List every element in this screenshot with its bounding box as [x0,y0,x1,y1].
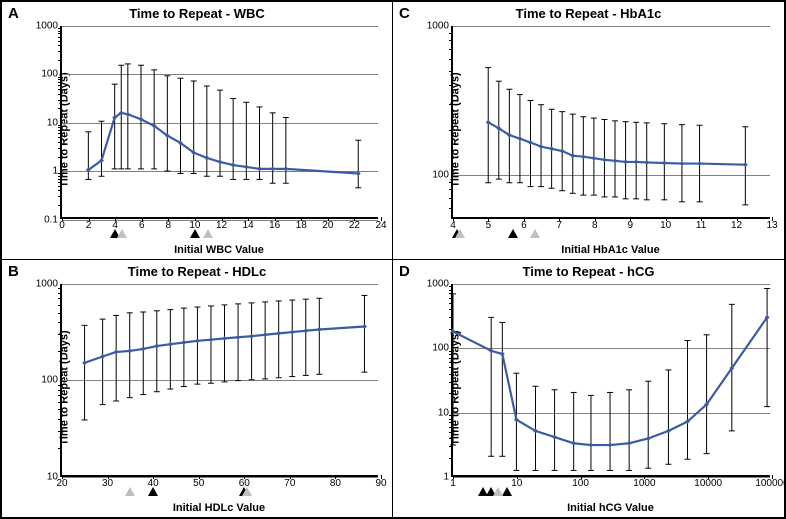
x-tick-label: 8 [592,220,598,231]
gridline [453,477,770,478]
y-tick-label: 10 [438,407,449,418]
x-tick-label: 1 [450,478,456,489]
x-axis-label: Initial HbA1c Value [451,244,770,256]
x-tick-label: 18 [296,220,307,231]
x-tick-label: 9 [627,220,633,231]
reference-marker-open-icon [530,229,540,238]
reference-marker-icon [190,229,200,238]
panel-title: Time to Repeat - WBC [2,6,392,21]
x-tick-label: 5 [486,220,492,231]
y-tick-label: 1000 [427,278,449,289]
reference-marker-open-icon [125,487,135,496]
x-tick-label: 30 [102,478,113,489]
x-tick-label: 8 [166,220,172,231]
x-tick-label: 10000 [694,478,722,489]
x-axis-label: Initial HDLc Value [60,502,378,514]
plot-area: 1101001000110100100010000100000 [451,284,770,478]
reference-marker-icon [502,487,512,496]
x-tick-label: 80 [330,478,341,489]
x-tick-label: 16 [269,220,280,231]
y-tick-label: 100 [41,69,58,80]
plot-area: 0.11101001000024681012141618202224 [60,26,378,219]
x-tick-label: 6 [139,220,145,231]
y-tick-label: 100 [432,169,449,180]
x-tick-label: 12 [731,220,742,231]
x-tick-label: 50 [193,478,204,489]
x-tick-label: 20 [322,220,333,231]
chart-svg [453,26,770,217]
x-tick-label: 0 [59,220,65,231]
x-tick-label: 10 [511,478,522,489]
x-tick-label: 100 [572,478,589,489]
reference-marker-open-icon [203,229,213,238]
x-tick-label: 11 [696,220,706,231]
y-tick-label: 1000 [36,278,58,289]
x-tick-label: 70 [284,478,295,489]
y-tick-label: 0.1 [44,214,58,225]
x-tick-label: 24 [375,220,386,231]
panel-A: ATime to Repeat - WBCTime to Repeat (Day… [2,2,393,260]
reference-marker-icon [148,487,158,496]
x-tick-label: 6 [521,220,527,231]
chart-svg [62,284,378,476]
chart-svg [453,284,770,476]
x-tick-label: 10 [660,220,671,231]
x-tick-label: 22 [349,220,360,231]
x-tick-label: 7 [557,220,563,231]
x-tick-label: 14 [243,220,254,231]
panel-D: DTime to Repeat - hCGTime to Repeat (Day… [393,260,784,518]
x-axis-label: Initial hCG Value [451,502,770,514]
y-tick-label: 1000 [427,21,449,32]
reference-marker-icon [508,229,518,238]
x-tick-label: 90 [375,478,386,489]
panel-title: Time to Repeat - HDLc [2,264,392,279]
x-tick-label: 20 [56,478,67,489]
y-tick-label: 100 [41,375,58,386]
x-tick-label: 1000 [633,478,655,489]
x-tick-label: 100000 [755,478,786,489]
plot-area: 1010010002030405060708090 [60,284,378,478]
reference-marker-open-icon [493,487,503,496]
plot-area: 100100045678910111213 [451,26,770,219]
x-axis-label: Initial WBC Value [60,244,378,256]
panel-B: BTime to Repeat - HDLcTime to Repeat (Da… [2,260,393,518]
y-tick-label: 10 [47,117,58,128]
panel-title: Time to Repeat - hCG [393,264,784,279]
chart-svg [62,26,378,217]
reference-marker-open-icon [455,229,465,238]
y-tick-label: 1000 [36,21,58,32]
reference-marker-open-icon [242,487,252,496]
panel-title: Time to Repeat - HbA1c [393,6,784,21]
x-tick-label: 13 [766,220,777,231]
reference-marker-open-icon [117,229,127,238]
panel-C: CTime to Repeat - HbA1cTime to Repeat (D… [393,2,784,260]
x-tick-label: 2 [86,220,92,231]
y-tick-label: 1 [443,472,449,483]
x-tick-label: 12 [216,220,227,231]
y-tick-label: 100 [432,343,449,354]
figure-grid: ATime to Repeat - WBCTime to Repeat (Day… [0,0,786,519]
